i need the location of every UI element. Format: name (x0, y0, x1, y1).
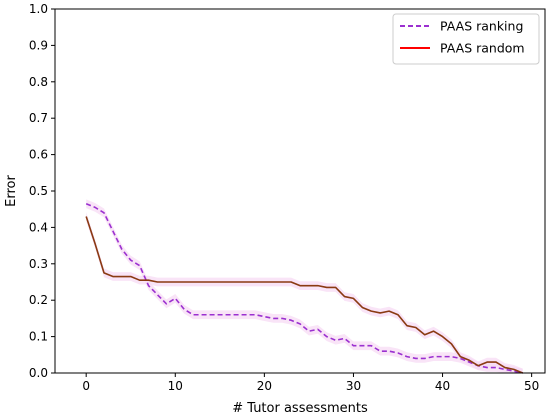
series-lines (85, 202, 524, 374)
y-tick-label: 0.7 (29, 111, 48, 125)
series-line-1 (85, 216, 524, 374)
legend-box (392, 13, 540, 65)
ticks: 0 10 20 30 40 50 0.0 0.1 0.2 0.3 0.4 0.5 0.6 0.7 0.8 0.… (29, 2, 539, 393)
y-tick-label: 0.2 (29, 293, 48, 307)
y-tick-label: 1.0 (29, 2, 48, 16)
y-tick-label: 0.4 (29, 220, 48, 234)
x-axis-label: # Tutor assessments (232, 401, 368, 416)
x-tick-label: 20 (257, 379, 272, 393)
y-tick-label: 0.8 (29, 75, 48, 89)
series-line-0 (85, 202, 523, 374)
x-tick-label: 40 (435, 379, 450, 393)
legend-label-ranking: PAAS ranking (440, 19, 523, 34)
y-axis-label: Error (4, 175, 19, 207)
x-tick-label: 0 (82, 379, 90, 393)
x-tick-label: 30 (346, 379, 361, 393)
y-tick-label: 0.9 (29, 38, 48, 52)
y-tick-label: 0.6 (29, 148, 48, 162)
legend: PAAS ranking PAAS random (392, 13, 540, 65)
y-tick-label: 0.3 (29, 257, 48, 271)
y-tick-label: 0.5 (29, 184, 48, 198)
legend-label-random: PAAS random (440, 41, 525, 56)
x-tick-label: 10 (168, 379, 183, 393)
y-tick-label: 0.0 (29, 366, 48, 380)
y-tick-label: 0.1 (29, 330, 48, 344)
x-tick-label: 50 (524, 379, 539, 393)
